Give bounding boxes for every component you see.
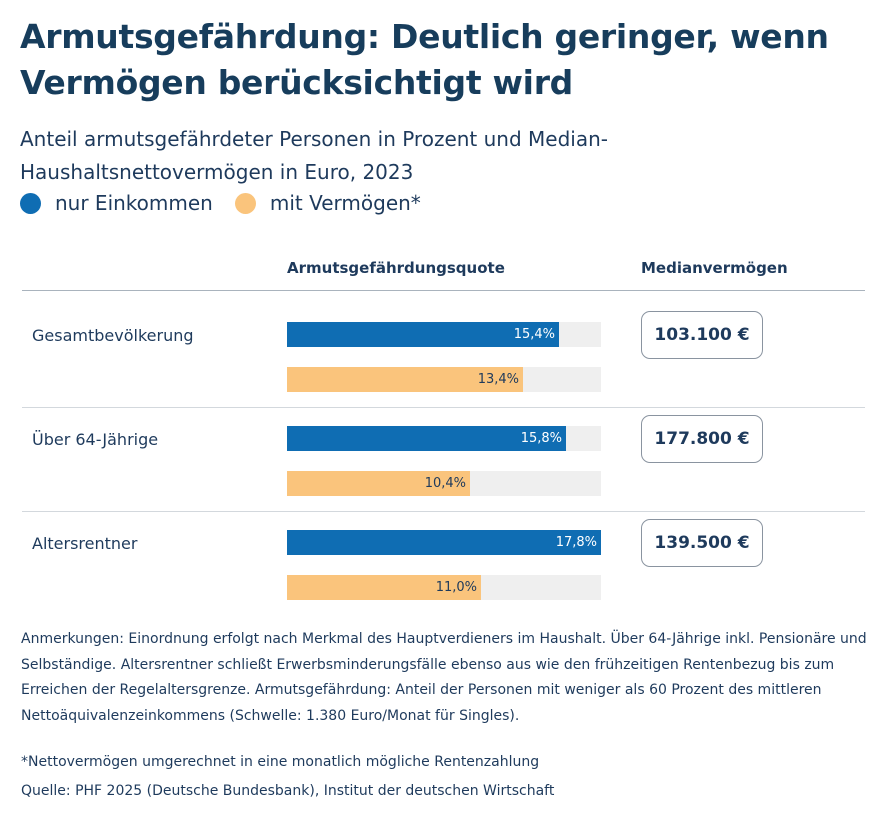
bar-income-label: 17,8% xyxy=(555,535,597,550)
header-divider xyxy=(22,290,865,291)
legend-item-income: nur Einkommen xyxy=(20,191,213,215)
legend-label-income: nur Einkommen xyxy=(55,191,213,215)
bar-track: 11,0% xyxy=(287,575,601,600)
bar-wealth: 13,4% xyxy=(287,367,523,392)
row-label-ueber-64: Über 64-Jährige xyxy=(32,430,159,449)
footnote: *Nettovermögen umgerechnet in eine monat… xyxy=(21,754,540,770)
bar-income: 15,8% xyxy=(287,426,566,451)
source: Quelle: PHF 2025 (Deutsche Bundesbank), … xyxy=(21,783,555,799)
bar-wealth-label: 10,4% xyxy=(424,476,466,491)
bar-wealth: 11,0% xyxy=(287,575,481,600)
column-header-quote: Armutsgefährdungsquote xyxy=(287,259,505,277)
bar-track: 15,8% xyxy=(287,426,601,451)
chart-title: Armutsgefährdung: Deutlich geringer, wen… xyxy=(20,17,829,102)
row-label-altersrentner: Altersrentner xyxy=(32,534,138,553)
median-value-altersrentner: 139.500 € xyxy=(641,519,763,567)
chart-subtitle: Anteil armutsgefährdeter Personen in Pro… xyxy=(20,127,608,184)
median-value-ueber-64: 177.800 € xyxy=(641,415,763,463)
bar-wealth-label: 13,4% xyxy=(477,372,519,387)
bar-track: 15,4% xyxy=(287,322,601,347)
bar-income-label: 15,4% xyxy=(513,327,555,342)
legend-label-wealth: mit Vermögen* xyxy=(269,191,421,215)
bar-income-label: 15,8% xyxy=(520,431,562,446)
legend-dot-income xyxy=(20,192,41,214)
row-label-gesamtbevoelkerung: Gesamtbevölkerung xyxy=(32,326,194,345)
notes: Anmerkungen: Einordnung erfolgt nach Mer… xyxy=(21,631,867,724)
row-divider xyxy=(22,407,865,408)
bar-wealth: 10,4% xyxy=(287,471,470,496)
bar-wealth-label: 11,0% xyxy=(435,580,477,595)
bar-track: 10,4% xyxy=(287,471,601,496)
bar-track: 13,4% xyxy=(287,367,601,392)
legend-item-wealth: mit Vermögen* xyxy=(234,191,421,215)
legend: nur Einkommen mit Vermögen* xyxy=(20,188,443,218)
bar-track: 17,8% xyxy=(287,530,601,555)
row-divider xyxy=(22,511,865,512)
median-value-gesamtbevoelkerung: 103.100 € xyxy=(641,311,763,359)
column-header-median: Medianvermögen xyxy=(641,259,788,277)
bar-income: 15,4% xyxy=(287,322,559,347)
bar-income: 17,8% xyxy=(287,530,601,555)
legend-dot-wealth xyxy=(234,192,256,214)
